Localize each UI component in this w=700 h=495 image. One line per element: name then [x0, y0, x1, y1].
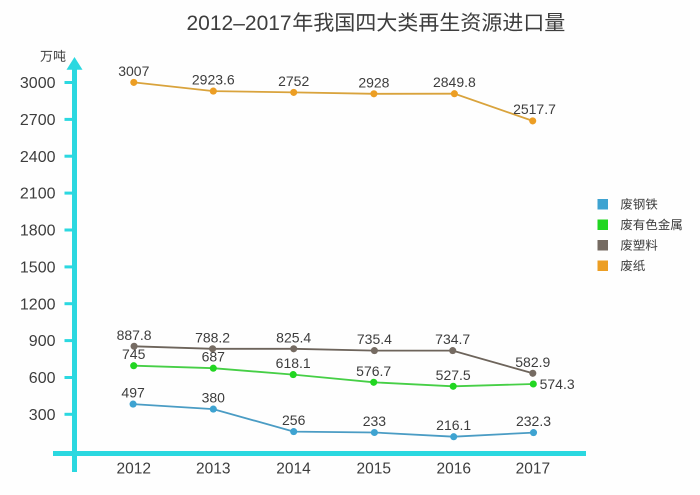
svg-text:2013: 2013 — [196, 461, 230, 478]
svg-text:2517.7: 2517.7 — [513, 101, 556, 117]
svg-text:1200: 1200 — [20, 296, 56, 313]
svg-text:687: 687 — [202, 349, 226, 365]
svg-text:2400: 2400 — [20, 149, 56, 166]
svg-text:380: 380 — [202, 390, 226, 406]
svg-text:825.4: 825.4 — [276, 329, 311, 345]
svg-text:576.7: 576.7 — [356, 363, 391, 379]
svg-text:2849.8: 2849.8 — [433, 74, 476, 90]
svg-text:735.4: 735.4 — [357, 331, 392, 347]
svg-text:2752: 2752 — [278, 73, 309, 89]
svg-text:2100: 2100 — [20, 186, 56, 203]
svg-text:2015: 2015 — [357, 461, 391, 478]
svg-text:1500: 1500 — [20, 260, 56, 277]
svg-text:527.5: 527.5 — [436, 367, 471, 383]
svg-text:2012–2017: 2012–2017 — [187, 12, 292, 35]
svg-text:582.9: 582.9 — [515, 354, 550, 370]
svg-text:618.1: 618.1 — [276, 355, 311, 371]
svg-text:497: 497 — [121, 385, 145, 401]
svg-text:256: 256 — [282, 412, 306, 428]
svg-text:2700: 2700 — [20, 112, 56, 129]
svg-text:600: 600 — [29, 370, 56, 387]
svg-text:745: 745 — [122, 346, 146, 362]
svg-text:900: 900 — [29, 333, 56, 350]
svg-text:300: 300 — [29, 407, 56, 424]
svg-text:2016: 2016 — [437, 461, 471, 478]
svg-text:1800: 1800 — [20, 223, 56, 240]
svg-text:788.2: 788.2 — [195, 329, 230, 345]
svg-text:2014: 2014 — [276, 461, 311, 478]
svg-text:232.3: 232.3 — [516, 413, 551, 429]
svg-text:216.1: 216.1 — [436, 417, 471, 433]
svg-text:574.3: 574.3 — [540, 376, 575, 392]
svg-text:3000: 3000 — [20, 75, 56, 92]
svg-text:2012: 2012 — [117, 461, 151, 478]
svg-text:2928: 2928 — [358, 74, 389, 90]
svg-text:887.8: 887.8 — [117, 327, 152, 343]
svg-text:734.7: 734.7 — [435, 331, 470, 347]
svg-text:2923.6: 2923.6 — [192, 72, 235, 88]
svg-text:233: 233 — [363, 413, 387, 429]
svg-text:2017: 2017 — [516, 461, 550, 478]
svg-text:3007: 3007 — [118, 63, 149, 79]
